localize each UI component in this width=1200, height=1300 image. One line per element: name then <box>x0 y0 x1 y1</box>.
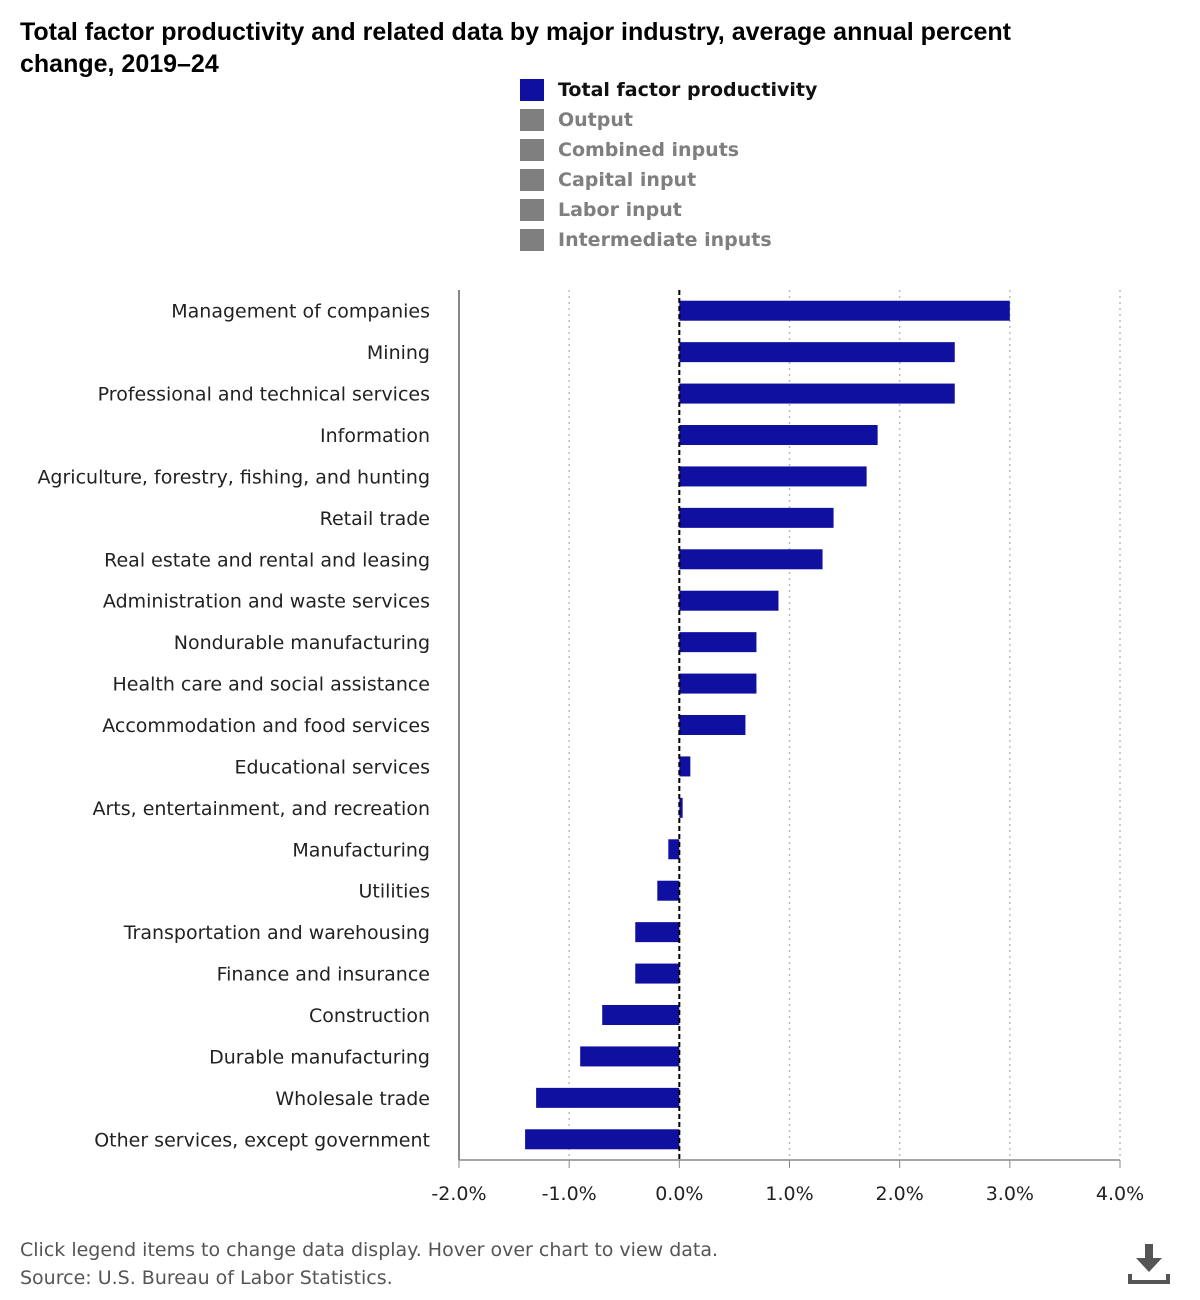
category-label: Accommodation and food services <box>102 715 430 737</box>
bar[interactable] <box>679 590 779 611</box>
category-label: Professional and technical services <box>98 384 430 406</box>
legend-item[interactable]: Combined inputs <box>520 135 817 165</box>
category-label: Real estate and rental and leasing <box>104 549 430 571</box>
category-label: Durable manufacturing <box>209 1046 430 1068</box>
bar[interactable] <box>679 300 1010 321</box>
legend-item[interactable]: Capital input <box>520 165 817 195</box>
x-tick-label: 2.0% <box>876 1183 924 1205</box>
category-label: Nondurable manufacturing <box>174 632 430 654</box>
x-tick-label: 0.0% <box>655 1183 703 1205</box>
bar[interactable] <box>679 549 823 570</box>
bar[interactable] <box>580 1046 680 1067</box>
x-tick-label: -1.0% <box>542 1183 597 1205</box>
category-label: Manufacturing <box>292 839 430 861</box>
legend-item[interactable]: Intermediate inputs <box>520 225 817 255</box>
bar[interactable] <box>635 963 680 984</box>
legend-swatch <box>520 199 544 221</box>
category-label: Utilities <box>358 881 430 903</box>
x-tick-label: 3.0% <box>986 1183 1034 1205</box>
legend-label: Labor input <box>558 199 682 221</box>
bar[interactable] <box>668 839 680 860</box>
bar[interactable] <box>679 756 691 777</box>
bar[interactable] <box>679 715 746 735</box>
category-label: Construction <box>309 1005 430 1027</box>
category-label: Finance and insurance <box>217 964 430 986</box>
legend-swatch <box>520 79 544 101</box>
legend-swatch <box>520 229 544 251</box>
bar[interactable] <box>679 342 955 363</box>
bar[interactable] <box>679 673 757 694</box>
bar[interactable] <box>679 425 878 445</box>
instructions-note: Click legend items to change data displa… <box>20 1239 719 1261</box>
bar-chart[interactable]: -2.0% -1.0% 0.0% 1.0% 2.0% 3.0% 4.0% Management… <box>0 0 1200 1220</box>
bar[interactable] <box>679 466 867 487</box>
legend-item[interactable]: Output <box>520 105 817 135</box>
legend-label: Capital input <box>558 169 697 191</box>
x-tick-label: 4.0% <box>1096 1183 1144 1205</box>
bar[interactable] <box>679 797 683 818</box>
bar[interactable] <box>525 1129 680 1150</box>
category-label: Educational services <box>234 756 430 778</box>
legend-item[interactable]: Total factor productivity <box>520 75 817 105</box>
chart-title: Total factor productivity and related da… <box>20 18 1011 78</box>
category-label: Retail trade <box>320 508 430 530</box>
legend-swatch <box>520 109 544 131</box>
legend-label: Intermediate inputs <box>558 229 772 251</box>
download-icon[interactable] <box>1126 1242 1172 1286</box>
legend-swatch <box>520 169 544 191</box>
bar[interactable] <box>657 880 680 901</box>
source-note: Source: U.S. Bureau of Labor Statistics. <box>20 1267 393 1289</box>
legend-label: Total factor productivity <box>558 79 818 101</box>
chart-notes: Click legend items to change data displa… <box>20 1236 718 1292</box>
category-label: Agriculture, forestry, fishing, and hunt… <box>37 466 430 488</box>
bar[interactable] <box>602 1005 680 1025</box>
category-label: Other services, except government <box>94 1129 430 1151</box>
legend-swatch <box>520 139 544 161</box>
category-label: Wholesale trade <box>275 1088 430 1110</box>
x-tick-label: 1.0% <box>765 1183 813 1205</box>
bar[interactable] <box>679 507 834 528</box>
bar[interactable] <box>679 632 757 653</box>
bar[interactable] <box>536 1087 680 1108</box>
category-label: Administration and waste services <box>103 591 430 613</box>
category-label: Health care and social assistance <box>112 674 430 696</box>
category-label: Management of companies <box>171 301 430 323</box>
legend-label: Combined inputs <box>558 139 740 161</box>
legend-label: Output <box>558 109 633 131</box>
legend: Total factor productivity Output Combined … <box>520 75 817 255</box>
category-label: Information <box>320 425 430 447</box>
bar[interactable] <box>679 383 955 404</box>
bar[interactable] <box>635 922 680 943</box>
x-tick-label: -2.0% <box>431 1183 486 1205</box>
category-label: Mining <box>367 342 430 364</box>
category-label: Transportation and warehousing <box>123 922 430 944</box>
category-label: Arts, entertainment, and recreation <box>92 798 430 820</box>
legend-item[interactable]: Labor input <box>520 195 817 225</box>
